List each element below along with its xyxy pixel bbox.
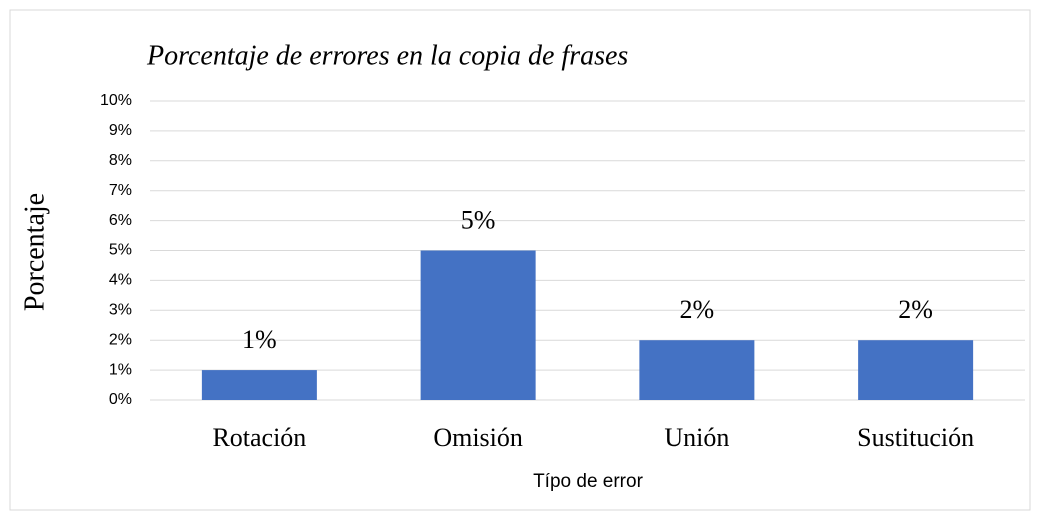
x-tick-label: Unión <box>664 423 729 452</box>
bar <box>201 370 317 400</box>
y-tick-label: 4% <box>109 272 132 289</box>
bar <box>420 250 536 400</box>
bar <box>639 340 755 400</box>
y-tick-label: 7% <box>109 182 132 199</box>
y-tick-label: 2% <box>109 331 132 348</box>
y-tick-label: 3% <box>109 302 132 319</box>
bar <box>858 340 974 400</box>
data-label: 5% <box>461 205 496 234</box>
y-axis-title: Porcentaje <box>19 193 50 311</box>
y-tick-label: 6% <box>109 212 132 229</box>
data-label: 1% <box>242 325 277 354</box>
y-tick-label: 10% <box>100 92 132 109</box>
y-tick-label: 1% <box>109 361 132 378</box>
x-tick-label: Sustitución <box>857 423 974 452</box>
data-label: 2% <box>898 295 933 324</box>
chart-title: Porcentaje de errores en la copia de fra… <box>146 40 628 71</box>
y-tick-label: 5% <box>109 242 132 259</box>
x-tick-label: Rotación <box>212 423 306 452</box>
x-tick-label: Omisión <box>433 423 523 452</box>
y-tick-label: 9% <box>109 122 132 139</box>
data-label: 2% <box>680 295 715 324</box>
y-tick-label: 8% <box>109 152 132 169</box>
x-axis-title: Típo de error <box>533 471 643 492</box>
y-tick-label: 0% <box>109 391 132 408</box>
